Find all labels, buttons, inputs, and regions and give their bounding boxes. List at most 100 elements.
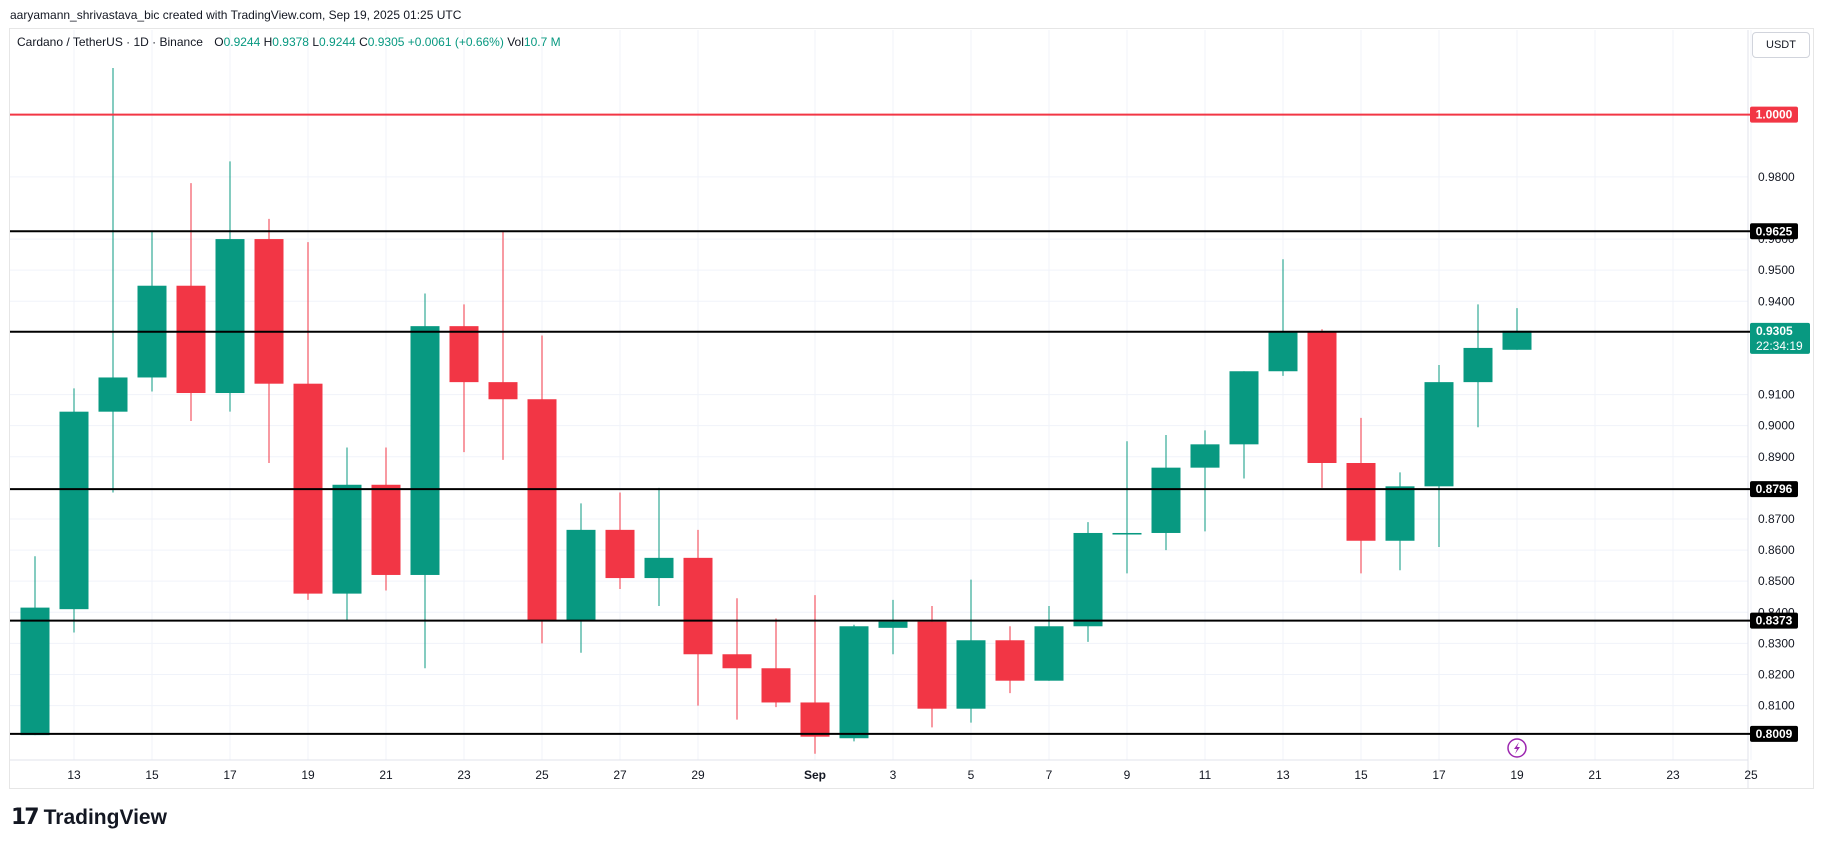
chart-frame — [9, 28, 1814, 789]
currency-unit-button[interactable]: USDT — [1752, 32, 1810, 58]
price-tick-label: 0.8700 — [1758, 512, 1795, 526]
candle-body-up — [1151, 467, 1181, 533]
candle-body-up — [1034, 626, 1064, 681]
candle-body-up — [59, 411, 89, 610]
price-tick-label: 0.9000 — [1758, 419, 1795, 433]
time-tick-label: 13 — [67, 768, 81, 782]
candle-body-up — [566, 529, 596, 621]
price-tick-label: 0.9400 — [1758, 294, 1795, 308]
legend-symbol: Cardano / TetherUS · 1D · Binance — [17, 35, 203, 49]
legend-volume-value: 10.7 M — [523, 35, 561, 49]
legend-change: +0.0061 (+0.66%) — [407, 35, 504, 49]
candle-body-down — [1307, 332, 1337, 463]
candle-body-up — [1502, 330, 1532, 350]
level-label: 0.8796 — [1756, 482, 1793, 496]
candle-body-down — [254, 239, 284, 384]
price-tick-label: 0.8100 — [1758, 699, 1795, 713]
price-tick-label: 0.8600 — [1758, 543, 1795, 557]
candle-body-down — [449, 326, 479, 383]
candle-body-up — [878, 621, 908, 628]
candle-body-up — [1229, 371, 1259, 445]
time-tick-label: 21 — [379, 768, 393, 782]
candle-body-up — [98, 377, 128, 412]
legend-open-label: O — [214, 35, 224, 49]
time-tick-label: 27 — [613, 768, 627, 782]
current-price-label: 0.9305 — [1756, 324, 1793, 338]
candle-body-up — [1073, 532, 1103, 627]
candle-body-up — [1385, 486, 1415, 541]
candle-body-up — [956, 640, 986, 709]
candle-body-up — [215, 239, 245, 394]
candle-body-up — [644, 557, 674, 579]
candle-body-up — [332, 484, 362, 594]
candle-body-down — [527, 399, 557, 621]
candle-body-up — [410, 326, 440, 575]
grid-lines — [10, 30, 1752, 760]
time-tick-label: 23 — [1666, 768, 1680, 782]
legend-volume-label: Vol — [507, 35, 524, 49]
time-tick-label: 9 — [1124, 768, 1131, 782]
legend-high-label: H — [263, 35, 273, 49]
tradingview-brand[interactable]: 17 TradingView — [11, 805, 167, 830]
time-tick-label: 25 — [1744, 768, 1758, 782]
time-tick-label: Sep — [804, 768, 826, 782]
level-label: 0.8373 — [1756, 614, 1793, 628]
time-tick-label: 7 — [1046, 768, 1053, 782]
candle-body-down — [800, 702, 830, 737]
level-label: 0.9625 — [1756, 224, 1793, 238]
candle-body-down — [1346, 462, 1376, 541]
candle-body-up — [839, 626, 869, 739]
candle-body-down — [488, 382, 518, 400]
time-tick-label: 17 — [1432, 768, 1446, 782]
candles — [20, 68, 1532, 754]
lightning-icon — [1514, 742, 1520, 754]
candle-body-down — [761, 668, 791, 703]
candle-body-down — [995, 640, 1025, 681]
legend-low-value: 0.9244 — [319, 35, 356, 49]
current-price-box — [1750, 322, 1810, 354]
chart-credit: aaryamann_shrivastava_bic created with T… — [10, 8, 462, 22]
time-tick-label: 29 — [691, 768, 705, 782]
legend-close-value: 0.9305 — [367, 35, 405, 49]
candle-body-up — [1268, 332, 1298, 372]
level-label: 0.8009 — [1756, 727, 1793, 741]
time-tick-label: 19 — [301, 768, 315, 782]
price-tick-label: 0.8900 — [1758, 450, 1795, 464]
price-tick-label: 0.8500 — [1758, 574, 1795, 588]
level-label-box — [1750, 106, 1798, 123]
price-tick-label: 0.8200 — [1758, 667, 1795, 681]
level-label-box — [1750, 223, 1798, 240]
level-label-box — [1750, 725, 1798, 742]
price-axis-labels: 0.98000.96000.95000.94000.91000.90000.89… — [1758, 170, 1795, 713]
price-tick-label: 0.9800 — [1758, 170, 1795, 184]
time-axis-labels: 13 15 17 19 21 23 25 27 29 Sep 3 5 7 9 11 13 15 17 19 21 23 2… — [67, 768, 1758, 782]
time-tick-label: 15 — [1354, 768, 1368, 782]
time-tick-label: 3 — [890, 768, 897, 782]
time-tick-label: 19 — [1510, 768, 1524, 782]
price-tick-label: 0.9500 — [1758, 263, 1795, 277]
candle-body-up — [1463, 347, 1493, 383]
level-label-box — [1750, 612, 1798, 629]
bar-countdown: 22:34:19 — [1756, 339, 1803, 353]
candle-body-up — [1112, 532, 1142, 535]
price-tick-label: 0.9100 — [1758, 388, 1795, 402]
time-tick-label: 13 — [1276, 768, 1290, 782]
time-tick-label: 15 — [145, 768, 159, 782]
candle-body-down — [683, 557, 713, 655]
legend-open-value: 0.9244 — [223, 35, 261, 49]
candle-body-down — [371, 484, 401, 575]
legend-low-label: L — [312, 35, 320, 49]
candle-body-down — [917, 621, 947, 709]
candle-body-down — [176, 285, 206, 394]
time-tick-label: 17 — [223, 768, 237, 782]
candle-body-down — [722, 654, 752, 669]
time-tick-label: 5 — [968, 768, 975, 782]
time-tick-label: 21 — [1588, 768, 1602, 782]
candle-body-down — [605, 529, 635, 579]
level-label-box — [1750, 481, 1798, 498]
time-tick-label: 11 — [1199, 768, 1212, 782]
legend-close-label: C — [359, 35, 368, 49]
time-tick-label: 25 — [535, 768, 549, 782]
